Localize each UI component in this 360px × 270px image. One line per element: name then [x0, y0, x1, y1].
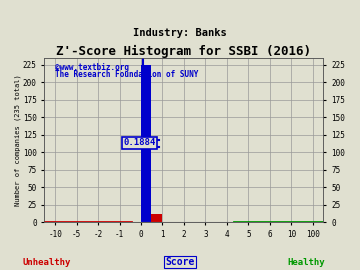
Text: Score: Score	[165, 257, 195, 267]
Text: Healthy: Healthy	[287, 258, 325, 267]
Text: The Research Foundation of SUNY: The Research Foundation of SUNY	[55, 70, 198, 79]
Text: Industry: Banks: Industry: Banks	[133, 28, 227, 38]
Bar	[141, 65, 151, 222]
Text: ©www.textbiz.org: ©www.textbiz.org	[55, 63, 129, 72]
Title: Z'-Score Histogram for SSBI (2016): Z'-Score Histogram for SSBI (2016)	[57, 45, 311, 58]
Y-axis label: Number of companies (235 total): Number of companies (235 total)	[15, 74, 22, 206]
Bar	[151, 214, 162, 222]
Text: Unhealthy: Unhealthy	[23, 258, 71, 267]
Text: 0.1884: 0.1884	[124, 138, 156, 147]
